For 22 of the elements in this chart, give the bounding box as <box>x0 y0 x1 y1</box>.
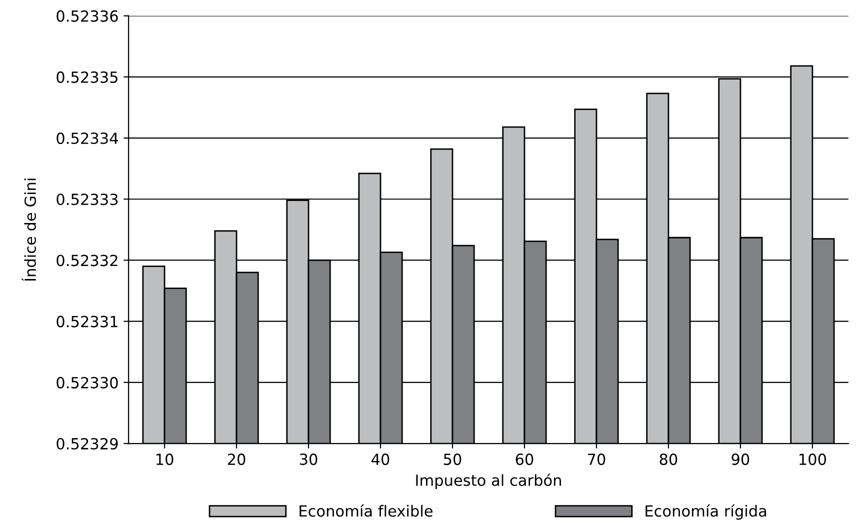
y-tick-label: 0.52330 <box>56 376 118 388</box>
y-tick-label: 0.52334 <box>56 132 118 144</box>
x-tick-label: 80 <box>660 454 678 466</box>
y-tick-label: 0.52331 <box>56 316 118 328</box>
x-tick-label: 50 <box>444 454 462 466</box>
legend-label: Economía rígida <box>646 504 766 520</box>
x-tick-label: 90 <box>732 454 750 466</box>
x-tick-label: 40 <box>372 454 390 466</box>
y-tick-label: 0.52329 <box>56 438 118 450</box>
y-tick-label: 0.52332 <box>56 254 118 266</box>
x-axis-title: Impuesto al carbón <box>416 474 561 489</box>
legend-label: Economía flexible <box>300 504 432 517</box>
x-tick-label: 30 <box>300 454 318 466</box>
x-tick-label: 20 <box>228 454 246 466</box>
y-tick-label: 0.52333 <box>56 194 118 206</box>
y-axis-title: Índice de Gini <box>22 178 36 281</box>
x-tick-label: 70 <box>588 454 606 466</box>
y-tick-label: 0.52336 <box>56 10 118 22</box>
x-tick-label: 10 <box>156 454 174 466</box>
x-tick-label: 100 <box>800 454 826 466</box>
x-tick-label: 60 <box>516 454 534 466</box>
y-tick-label: 0.52335 <box>56 71 118 83</box>
